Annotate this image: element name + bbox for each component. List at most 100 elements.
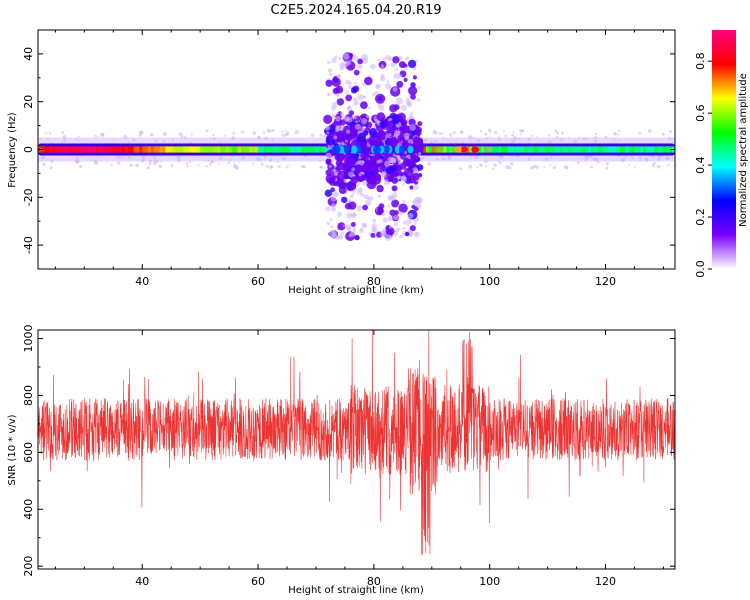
carrier-core-segment bbox=[614, 146, 618, 153]
speckle bbox=[50, 159, 54, 163]
speckle bbox=[661, 132, 665, 136]
carrier-core-segment bbox=[252, 146, 256, 153]
scatter-blob bbox=[334, 165, 337, 168]
speckle bbox=[657, 157, 661, 161]
speckle bbox=[233, 162, 236, 165]
scatter-core-point bbox=[394, 145, 401, 154]
carrier-core-segment bbox=[443, 146, 447, 153]
scatter-blob bbox=[385, 122, 395, 132]
carrier-core-segment bbox=[43, 146, 47, 153]
scatter-blob bbox=[325, 79, 333, 87]
speckle bbox=[42, 162, 46, 167]
carrier-core-segment bbox=[524, 146, 528, 153]
carrier-core-segment bbox=[113, 146, 117, 153]
speckle bbox=[442, 137, 445, 140]
scatter-blob bbox=[376, 159, 381, 164]
scatter-blob bbox=[403, 167, 414, 178]
speckle bbox=[565, 166, 569, 170]
snr-y-axis-label: SNR (10 * v/v) bbox=[7, 414, 18, 485]
scatter-blob bbox=[411, 172, 420, 181]
scatter-blob bbox=[402, 199, 406, 203]
speckle bbox=[535, 165, 539, 169]
snr-y-ticks: 200 400 600 800 1000 bbox=[22, 325, 675, 577]
scatter-blob bbox=[335, 159, 343, 167]
scatter-core-point bbox=[343, 145, 350, 154]
scatter-blob bbox=[326, 131, 330, 135]
speckle bbox=[310, 133, 314, 137]
carrier-core-segment bbox=[179, 146, 184, 153]
speckle bbox=[447, 155, 451, 160]
scatter-blob bbox=[402, 183, 405, 186]
y-tick-label: 600 bbox=[22, 442, 35, 463]
carrier-core-segment bbox=[58, 146, 62, 153]
carrier-core-segment bbox=[101, 146, 105, 153]
speckle bbox=[320, 155, 323, 158]
scatter-blob bbox=[418, 152, 422, 156]
speckle bbox=[77, 135, 80, 138]
scatter-blob bbox=[342, 224, 346, 228]
carrier-core-segment bbox=[307, 146, 311, 153]
scatter-blob bbox=[384, 209, 388, 213]
carrier-core-segment bbox=[220, 146, 224, 153]
speckle bbox=[232, 164, 237, 169]
carrier-core-segment bbox=[544, 146, 548, 153]
scatter-blob bbox=[403, 77, 408, 82]
scatter-blob bbox=[384, 160, 391, 167]
colorbar-gradient bbox=[712, 30, 736, 269]
scatter-blob bbox=[380, 64, 385, 69]
carrier-core-segment bbox=[266, 146, 270, 153]
scatter-blob bbox=[356, 205, 362, 211]
carrier-core-segment bbox=[634, 146, 638, 153]
carrier-core-segment bbox=[318, 146, 323, 153]
speckle bbox=[49, 166, 53, 170]
speckle bbox=[518, 137, 522, 141]
speckle bbox=[446, 139, 449, 141]
carrier-core-segment bbox=[171, 146, 175, 153]
hot-spot bbox=[459, 146, 468, 153]
scatter-blob bbox=[368, 106, 371, 110]
carrier-core-segment bbox=[579, 146, 583, 153]
speckle bbox=[117, 156, 121, 160]
speckle bbox=[594, 157, 599, 162]
spectrogram-x-ticks: 40 60 80 100 120 bbox=[54, 30, 664, 288]
carrier-core-segment bbox=[654, 146, 658, 153]
scatter-blob bbox=[412, 167, 419, 174]
speckle bbox=[513, 136, 517, 141]
scatter-blob bbox=[408, 86, 418, 96]
speckle bbox=[543, 165, 546, 168]
scatter-blob bbox=[405, 97, 410, 103]
speckle bbox=[94, 134, 97, 137]
scatter-blob bbox=[383, 179, 390, 186]
scatter-blob bbox=[348, 53, 354, 58]
scatter-blob bbox=[406, 102, 412, 107]
scatter-blob bbox=[394, 168, 402, 176]
speckle bbox=[576, 161, 580, 165]
scatter-blob bbox=[392, 87, 398, 92]
speckle bbox=[549, 164, 552, 167]
speckle bbox=[62, 135, 67, 139]
scatter-blob bbox=[394, 67, 399, 72]
carrier-core-segment bbox=[90, 146, 94, 153]
scatter-blob bbox=[336, 98, 345, 106]
speckle bbox=[132, 138, 136, 142]
carrier-core-segment bbox=[81, 146, 85, 153]
scatter-blob bbox=[389, 157, 396, 164]
scatter-blob bbox=[369, 128, 377, 136]
carrier-core-segment bbox=[153, 146, 157, 153]
scatter-blob bbox=[408, 114, 413, 119]
carrier-core-segment bbox=[486, 146, 490, 153]
speckle bbox=[633, 166, 636, 169]
scatter-blob bbox=[360, 101, 368, 109]
spectrogram-x-axis-label: Height of straight line (km) bbox=[288, 285, 424, 296]
scatter-blob bbox=[375, 93, 386, 104]
speckle bbox=[547, 139, 550, 142]
scatter-blob bbox=[358, 156, 362, 160]
figure-title: C2E5.2024.165.04.20.R19 bbox=[270, 3, 441, 18]
carrier-core-segment bbox=[229, 146, 233, 153]
speckle bbox=[212, 137, 216, 141]
speckle bbox=[530, 166, 534, 170]
scatter-blob bbox=[377, 103, 382, 107]
carrier-core-segment bbox=[489, 146, 493, 153]
speckle bbox=[520, 129, 525, 133]
scatter-blob bbox=[361, 180, 368, 186]
